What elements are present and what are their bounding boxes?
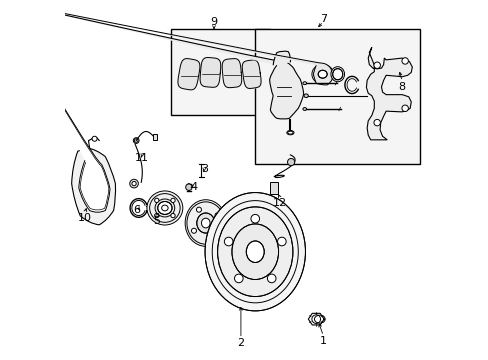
Text: 2: 2 — [237, 338, 244, 348]
Polygon shape — [200, 58, 220, 87]
Ellipse shape — [330, 67, 344, 82]
PathPatch shape — [273, 51, 290, 65]
Circle shape — [129, 179, 138, 188]
Text: 4: 4 — [190, 182, 198, 192]
Circle shape — [373, 120, 380, 126]
Circle shape — [170, 198, 175, 203]
Ellipse shape — [201, 218, 210, 228]
PathPatch shape — [313, 63, 332, 85]
Circle shape — [191, 228, 196, 233]
PathPatch shape — [79, 160, 110, 212]
Text: 10: 10 — [78, 213, 92, 222]
Text: 11: 11 — [135, 153, 149, 163]
Circle shape — [132, 181, 136, 186]
Ellipse shape — [303, 82, 306, 85]
Bar — [255, 30, 419, 164]
Circle shape — [210, 234, 215, 239]
Polygon shape — [242, 60, 261, 89]
Circle shape — [154, 198, 159, 203]
Polygon shape — [222, 59, 241, 87]
Ellipse shape — [318, 70, 326, 78]
Text: 12: 12 — [273, 198, 287, 208]
Text: 1: 1 — [319, 336, 326, 346]
PathPatch shape — [72, 148, 115, 225]
Circle shape — [196, 207, 201, 212]
Circle shape — [224, 237, 232, 246]
Text: 5: 5 — [153, 216, 160, 226]
Circle shape — [134, 139, 138, 142]
Circle shape — [287, 158, 294, 166]
Ellipse shape — [303, 108, 306, 111]
Ellipse shape — [204, 193, 305, 311]
Bar — [270, 182, 278, 194]
Circle shape — [170, 213, 175, 218]
Bar — [171, 30, 269, 116]
Circle shape — [311, 315, 320, 324]
Circle shape — [373, 62, 380, 68]
Circle shape — [185, 184, 192, 190]
Ellipse shape — [155, 199, 174, 217]
Ellipse shape — [185, 200, 226, 246]
Circle shape — [215, 213, 220, 218]
Ellipse shape — [158, 202, 172, 215]
Circle shape — [277, 237, 285, 246]
Text: 9: 9 — [210, 17, 217, 27]
PathPatch shape — [366, 47, 411, 140]
Circle shape — [401, 58, 407, 64]
Circle shape — [92, 136, 97, 141]
Ellipse shape — [147, 191, 183, 225]
Ellipse shape — [162, 205, 168, 211]
Ellipse shape — [286, 131, 293, 135]
Ellipse shape — [231, 224, 278, 279]
Ellipse shape — [311, 64, 333, 84]
Ellipse shape — [217, 207, 292, 297]
Circle shape — [234, 274, 243, 283]
Text: 3: 3 — [201, 164, 208, 174]
Circle shape — [154, 213, 159, 218]
Ellipse shape — [304, 94, 308, 98]
Circle shape — [267, 274, 275, 283]
Ellipse shape — [196, 213, 214, 233]
Circle shape — [401, 105, 407, 112]
Circle shape — [250, 215, 259, 223]
Ellipse shape — [287, 131, 292, 134]
Polygon shape — [178, 59, 200, 90]
Text: 7: 7 — [319, 14, 326, 24]
Text: 6: 6 — [133, 206, 140, 216]
Text: 8: 8 — [398, 82, 405, 92]
PathPatch shape — [269, 62, 303, 119]
Ellipse shape — [246, 241, 264, 262]
Circle shape — [133, 138, 139, 143]
Ellipse shape — [332, 69, 342, 80]
Bar — [153, 134, 157, 140]
